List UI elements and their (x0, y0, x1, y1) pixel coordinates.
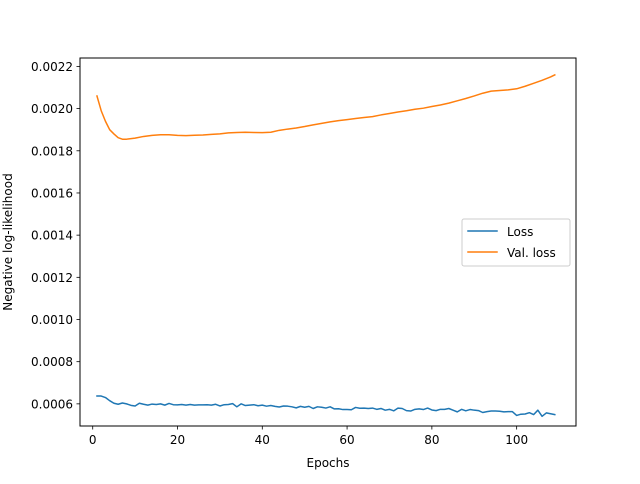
x-tick-label: 20 (170, 433, 185, 447)
y-tick-label: 0.0014 (31, 229, 73, 243)
y-tick-label: 0.0008 (31, 355, 73, 369)
y-tick-label: 0.0018 (31, 144, 73, 158)
x-axis-ticks: 0 20 40 60 80 100 (89, 426, 528, 447)
axes-frame (79, 57, 577, 427)
y-tick-label: 0.0010 (31, 313, 73, 327)
y-tick-label: 0.0012 (31, 271, 73, 285)
legend-label-loss: Loss (507, 225, 533, 239)
y-tick-label: 0.0006 (31, 397, 73, 411)
y-tick-label: 0.0022 (31, 60, 73, 74)
x-tick-label: 80 (424, 433, 439, 447)
y-axis-ticks: 0.0006 0.0008 0.0010 0.0012 0.0014 0.0016 0.00… (31, 60, 80, 411)
legend-label-val-loss: Val. loss (507, 246, 556, 260)
x-axis-label: Epochs (307, 456, 350, 470)
y-tick-label: 0.0016 (31, 186, 73, 200)
x-tick-label: 40 (255, 433, 270, 447)
y-tick-label: 0.0020 (31, 102, 73, 116)
series-layer (96, 73, 556, 418)
x-tick-label: 60 (339, 433, 354, 447)
series-line-val-loss (96, 73, 556, 140)
series-line-loss (96, 395, 556, 418)
y-axis-label: Negative log-likelihood (1, 173, 15, 310)
x-tick-label: 0 (89, 433, 97, 447)
legend: Loss Val. loss (461, 218, 571, 267)
x-tick-label: 100 (505, 433, 528, 447)
